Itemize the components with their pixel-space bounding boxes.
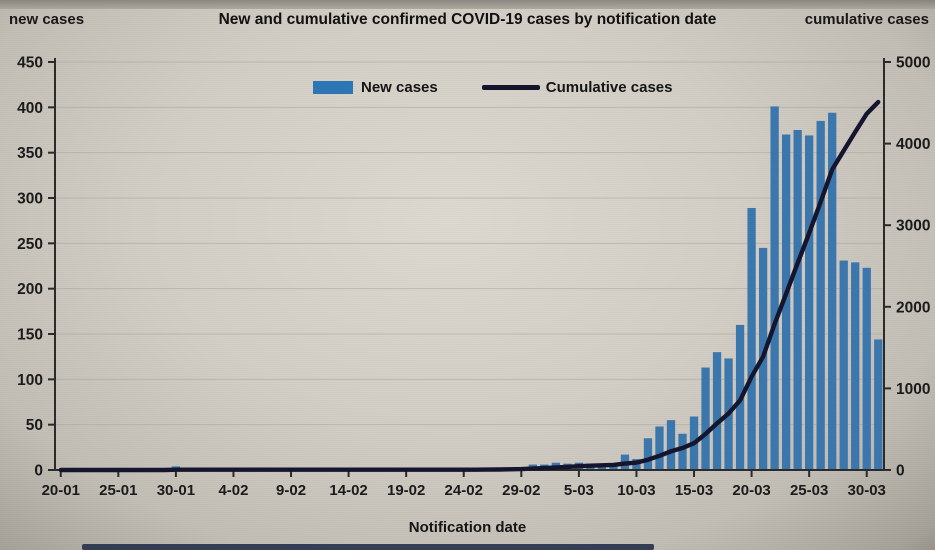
x-tick-label: 14-02	[329, 482, 367, 499]
x-tick-label: 4-02	[218, 482, 248, 499]
right-tick-label: 1000	[896, 381, 930, 398]
x-tick-label: 30-01	[157, 482, 195, 499]
left-tick-label: 350	[17, 145, 43, 162]
bar-29-03	[851, 262, 860, 470]
bar-23-03	[781, 134, 791, 471]
right-axis-title: cumulative cases	[804, 11, 929, 28]
right-tick-label: 4000	[896, 136, 930, 153]
left-tick-label: 150	[17, 327, 43, 344]
x-tick-label: 24-02	[445, 482, 483, 499]
left-tick-label: 400	[17, 100, 43, 117]
left-tick-label: 50	[26, 417, 43, 434]
x-axis-title: Notification date	[408, 519, 527, 536]
bar-22-03	[770, 106, 779, 470]
left-tick-label: 0	[34, 463, 43, 480]
x-tick-label: 10-03	[617, 482, 655, 499]
chart-header: new cases New and cumulative confirmed C…	[0, 11, 935, 33]
bar-11-03	[643, 438, 653, 470]
photo-top-shadow	[0, 0, 935, 9]
x-tick-label: 15-03	[675, 482, 713, 499]
legend-new-cases-swatch	[313, 81, 353, 94]
bar-26-03	[816, 120, 825, 470]
chart-title: New and cumulative confirmed COVID-19 ca…	[218, 11, 717, 28]
bar-30-03	[862, 267, 871, 470]
left-tick-label: 100	[17, 372, 43, 389]
legend-new-cases-label: New cases	[361, 79, 438, 96]
chart-legend: New cases Cumulative cases	[313, 79, 672, 96]
right-tick-label: 3000	[896, 218, 930, 235]
bar-14-03	[678, 433, 687, 470]
bar-12-03	[655, 426, 664, 470]
bar-16-03	[701, 367, 710, 470]
right-tick-label: 2000	[896, 299, 930, 316]
legend-cumulative-line-swatch	[481, 85, 540, 90]
bar-25-03	[805, 135, 814, 470]
bar-20-03	[747, 207, 756, 470]
x-tick-label: 5-03	[564, 482, 594, 499]
x-tick-label: 19-02	[387, 482, 425, 499]
x-tick-label: 25-03	[790, 482, 828, 499]
right-tick-label: 0	[896, 463, 905, 480]
x-tick-label: 29-02	[502, 482, 540, 499]
right-tick-label: 5000	[896, 55, 930, 72]
bar-17-03	[712, 352, 722, 470]
left-axis-title: new cases	[9, 11, 85, 28]
bar-28-03	[839, 260, 848, 470]
cumulative-cases-line	[58, 99, 881, 473]
left-tick-label: 300	[17, 191, 43, 208]
x-tick-label: 25-01	[99, 482, 137, 499]
x-tick-label: 20-03	[732, 482, 770, 499]
left-tick-label: 200	[17, 281, 43, 298]
bar-8-03	[609, 466, 618, 470]
x-tick-label: 9-02	[276, 482, 306, 499]
legend-cumulative-label: Cumulative cases	[545, 79, 673, 96]
bar-7-03	[597, 465, 607, 470]
bar-13-03	[666, 420, 676, 470]
x-tick-label: 20-01	[42, 482, 80, 499]
bar-24-03	[793, 130, 802, 470]
x-tick-label: 30-03	[848, 482, 886, 499]
left-tick-label: 250	[17, 236, 43, 253]
photo-bottom-edge	[82, 544, 654, 550]
left-tick-label: 450	[17, 55, 43, 72]
bar-27-03	[828, 112, 837, 471]
bar-31-03	[874, 339, 883, 470]
